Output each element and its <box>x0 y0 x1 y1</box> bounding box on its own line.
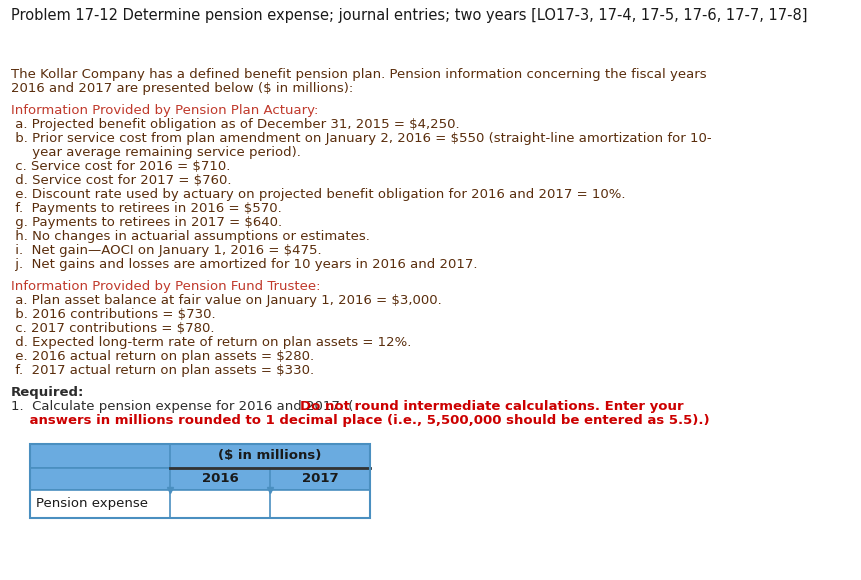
Text: g. Payments to retirees in 2017 = $640.: g. Payments to retirees in 2017 = $640. <box>11 216 282 229</box>
Text: d. Service cost for 2017 = $760.: d. Service cost for 2017 = $760. <box>11 174 232 187</box>
Text: i.  Net gain—AOCI on January 1, 2016 = $475.: i. Net gain—AOCI on January 1, 2016 = $4… <box>11 244 321 257</box>
Bar <box>30 468 369 490</box>
Bar <box>30 490 369 518</box>
Text: c. 2017 contributions = $780.: c. 2017 contributions = $780. <box>11 322 214 335</box>
Text: d. Expected long-term rate of return on plan assets = 12%.: d. Expected long-term rate of return on … <box>11 336 411 349</box>
Text: Information Provided by Pension Plan Actuary:: Information Provided by Pension Plan Act… <box>11 104 319 117</box>
Text: h. No changes in actuarial assumptions or estimates.: h. No changes in actuarial assumptions o… <box>11 230 369 243</box>
Text: ($ in millions): ($ in millions) <box>218 450 321 462</box>
Bar <box>30 444 369 518</box>
Text: 2016 and 2017 are presented below ($ in millions):: 2016 and 2017 are presented below ($ in … <box>11 82 353 95</box>
Text: f.  2017 actual return on plan assets = $330.: f. 2017 actual return on plan assets = $… <box>11 364 314 377</box>
Text: b. 2016 contributions = $730.: b. 2016 contributions = $730. <box>11 308 215 321</box>
Text: 2016: 2016 <box>201 473 238 485</box>
Text: f.  Payments to retirees in 2016 = $570.: f. Payments to retirees in 2016 = $570. <box>11 202 282 215</box>
Text: Pension expense: Pension expense <box>36 498 148 510</box>
Text: e. 2016 actual return on plan assets = $280.: e. 2016 actual return on plan assets = $… <box>11 350 314 363</box>
Bar <box>30 444 369 468</box>
Text: 2017: 2017 <box>301 473 338 485</box>
Text: Required:: Required: <box>11 386 84 399</box>
Text: The Kollar Company has a defined benefit pension plan. Pension information conce: The Kollar Company has a defined benefit… <box>11 68 706 81</box>
Text: e. Discount rate used by actuary on projected benefit obligation for 2016 and 20: e. Discount rate used by actuary on proj… <box>11 188 625 201</box>
Text: c. Service cost for 2016 = $710.: c. Service cost for 2016 = $710. <box>11 160 230 173</box>
Text: 1.  Calculate pension expense for 2016 and 2017. (: 1. Calculate pension expense for 2016 an… <box>11 400 353 413</box>
Text: year average remaining service period).: year average remaining service period). <box>11 146 300 159</box>
Text: a. Projected benefit obligation as of December 31, 2015 = $4,250.: a. Projected benefit obligation as of De… <box>11 118 459 131</box>
Text: Problem 17-12 Determine pension expense; journal entries; two years [LO17-3, 17-: Problem 17-12 Determine pension expense;… <box>11 8 807 23</box>
Text: a. Plan asset balance at fair value on January 1, 2016 = $3,000.: a. Plan asset balance at fair value on J… <box>11 294 442 307</box>
Text: b. Prior service cost from plan amendment on January 2, 2016 = $550 (straight-li: b. Prior service cost from plan amendmen… <box>11 132 711 145</box>
Text: answers in millions rounded to 1 decimal place (i.e., 5,500,000 should be entere: answers in millions rounded to 1 decimal… <box>11 414 709 427</box>
Text: Information Provided by Pension Fund Trustee:: Information Provided by Pension Fund Tru… <box>11 280 320 293</box>
Text: Do not round intermediate calculations. Enter your: Do not round intermediate calculations. … <box>300 400 683 413</box>
Text: j.  Net gains and losses are amortized for 10 years in 2016 and 2017.: j. Net gains and losses are amortized fo… <box>11 258 477 271</box>
